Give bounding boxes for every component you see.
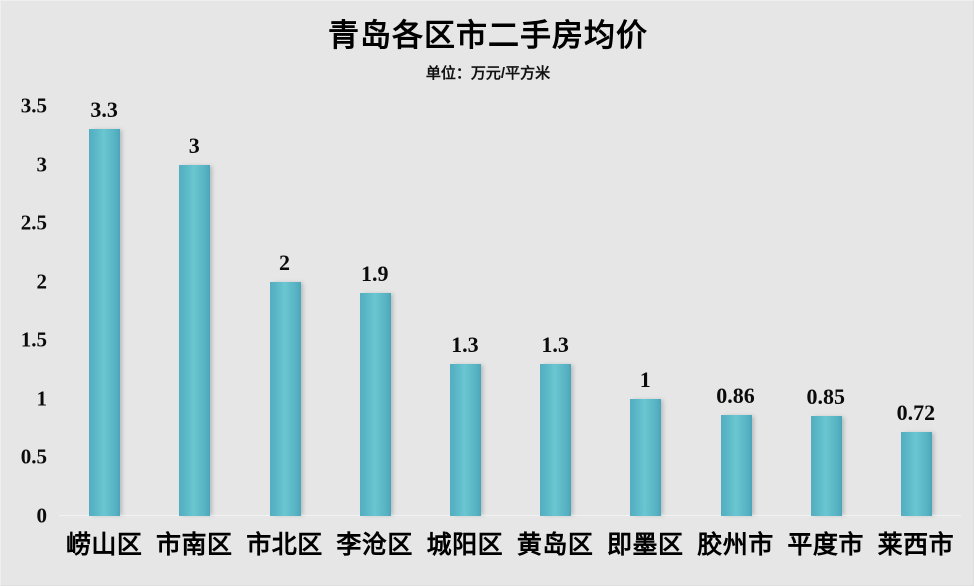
y-tick-label: 3 (36, 152, 48, 177)
y-tick-label: 2.5 (20, 210, 47, 235)
y-axis: 0 0.5 1 1.5 2 2.5 3 3.5 (1, 94, 53, 528)
x-axis-line (59, 515, 961, 516)
bar-value-label: 1.3 (541, 331, 569, 357)
x-tick-label: 黄岛区 (516, 531, 594, 559)
y-tick-label: 0.5 (20, 444, 47, 469)
chart-subtitle-unit: 单位：万元/平方米 (425, 65, 551, 82)
bar[interactable] (900, 431, 932, 516)
x-tick-label: 李沧区 (336, 531, 413, 559)
bar-value-label: 0.85 (806, 384, 845, 410)
bar-group: 1.3 (512, 106, 598, 516)
x-tick-label: 市南区 (156, 531, 233, 559)
bar[interactable] (359, 293, 391, 516)
y-tick-label: 2 (36, 269, 48, 294)
bar-group: 0.72 (873, 106, 959, 516)
bar[interactable] (540, 363, 572, 516)
bar-value-label: 1 (639, 366, 651, 392)
x-tick-label: 胶州市 (697, 531, 774, 559)
bar-group: 1.9 (332, 106, 418, 516)
bar-group: 0.85 (783, 106, 869, 516)
bar[interactable] (720, 415, 752, 516)
bar-value-label: 0.72 (896, 399, 936, 425)
x-tick-label: 市北区 (246, 531, 323, 559)
bar-value-label: 0.86 (716, 383, 755, 409)
bar-value-label: 3 (188, 132, 200, 158)
bar-value-label: 2 (279, 249, 290, 275)
bar[interactable] (630, 398, 662, 516)
x-tick-label: 崂山区 (65, 531, 143, 559)
bar[interactable] (179, 164, 211, 516)
y-tick-label: 0 (36, 503, 48, 528)
bar[interactable] (269, 281, 301, 516)
y-tick-label: 1.5 (20, 327, 47, 352)
x-tick-label: 平度市 (787, 531, 864, 559)
bar-group: 1.3 (422, 106, 508, 516)
plot-area: 3.3 3 2 1.9 1.3 1.3 1 0.86 0.85 0.72 (59, 97, 961, 516)
bar-group: 2 (242, 106, 328, 516)
bar-group: 1 (602, 106, 688, 516)
chart-title: 青岛各区市二手房均价 (328, 18, 648, 53)
x-tick-label: 即墨区 (607, 531, 684, 559)
bar-group: 3.3 (61, 97, 147, 516)
bar-group: 3 (151, 106, 237, 516)
y-tick-label: 3.5 (20, 93, 47, 118)
bar[interactable] (810, 416, 842, 516)
bar-group: 0.86 (693, 106, 779, 516)
bar-value-label: 1.3 (451, 331, 479, 357)
x-tick-label: 城阳区 (426, 531, 504, 559)
bar[interactable] (89, 129, 121, 516)
bar-value-label: 3.3 (90, 97, 118, 123)
bar[interactable] (449, 363, 481, 516)
x-tick-label: 莱西市 (877, 531, 955, 559)
x-axis: 崂山区 市南区 市北区 李沧区 城阳区 黄岛区 即墨区 胶州市 平度市 莱西市 (59, 525, 961, 575)
bar-value-label: 1.9 (360, 261, 389, 287)
y-tick-label: 1 (36, 386, 48, 411)
